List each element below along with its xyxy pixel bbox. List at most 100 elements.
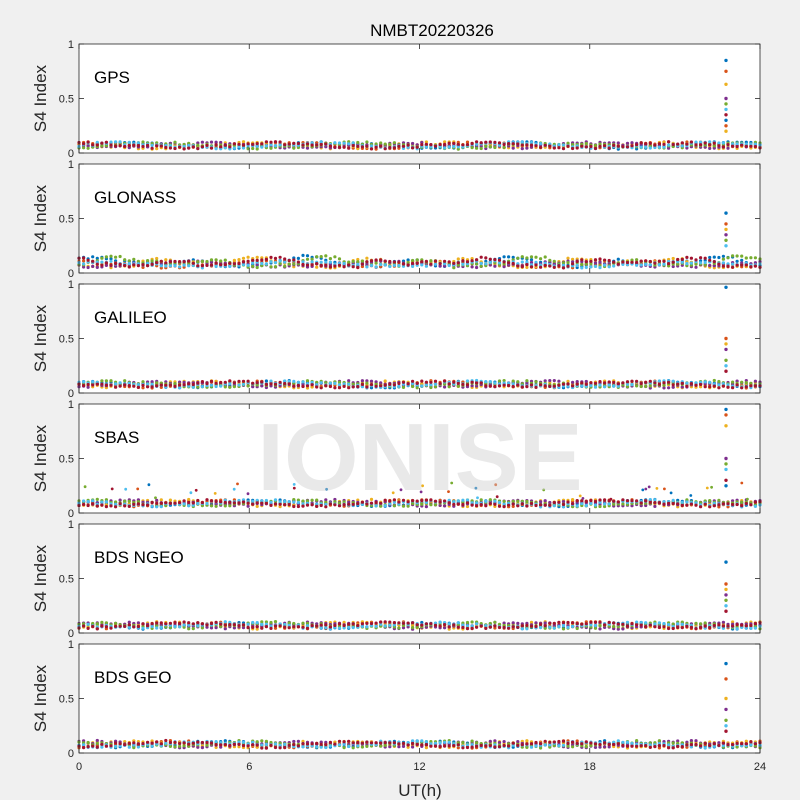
data-point (246, 501, 250, 505)
data-point (328, 381, 332, 385)
data-point (397, 381, 401, 386)
data-point (699, 143, 703, 147)
data-point (333, 145, 337, 149)
data-point (753, 504, 758, 508)
data-point (342, 141, 346, 145)
data-point (502, 255, 506, 259)
data-point (671, 502, 675, 506)
data-point (365, 256, 369, 260)
data-point (214, 384, 218, 389)
data-point (228, 381, 232, 386)
data-point (292, 146, 296, 150)
data-point (534, 263, 538, 267)
data-point (278, 255, 282, 259)
data-point (566, 382, 570, 386)
data-point (598, 144, 602, 148)
data-point (731, 499, 735, 503)
data-point (251, 502, 255, 506)
data-point (657, 263, 662, 267)
spike-point (724, 238, 728, 242)
data-point (324, 263, 328, 267)
data-point (315, 380, 319, 384)
data-point (502, 383, 506, 387)
data-point (598, 498, 602, 502)
data-point (200, 266, 204, 270)
data-point (150, 380, 154, 384)
data-point (721, 384, 726, 388)
data-point (424, 259, 428, 263)
data-point (273, 140, 278, 144)
data-point (543, 499, 547, 503)
data-point (146, 385, 150, 389)
data-point (260, 380, 264, 384)
data-point (246, 504, 250, 508)
data-point (118, 384, 122, 388)
data-point (86, 258, 90, 262)
data-point (173, 384, 177, 388)
data-point (699, 261, 703, 265)
data-point (598, 504, 602, 509)
data-point (86, 146, 90, 150)
data-point (612, 143, 616, 147)
data-point (150, 385, 154, 389)
data-point (740, 380, 744, 384)
data-point (255, 144, 259, 148)
data-point (488, 257, 492, 261)
data-point (205, 263, 209, 267)
data-point (337, 263, 342, 267)
data-point (241, 262, 246, 267)
y-tick-label: 0 (68, 388, 74, 400)
data-point (228, 264, 232, 269)
data-point (104, 144, 108, 148)
data-point (319, 260, 323, 264)
data-point (251, 261, 255, 265)
data-point (644, 262, 648, 266)
data-point (214, 626, 218, 630)
data-point (388, 259, 392, 264)
data-point (187, 146, 191, 150)
data-point (241, 382, 246, 386)
data-point (465, 379, 470, 383)
data-point (178, 260, 182, 264)
data-point (347, 500, 351, 504)
data-point (685, 146, 689, 150)
data-point (310, 263, 314, 267)
data-point (525, 256, 529, 260)
data-point (699, 385, 703, 389)
data-point (360, 259, 364, 263)
data-point (123, 263, 127, 268)
data-point (209, 383, 214, 387)
data-point (621, 262, 625, 266)
data-point (479, 255, 483, 259)
outlier-point (655, 487, 659, 490)
plot-area (79, 44, 760, 153)
data-point (104, 263, 108, 267)
data-point (744, 263, 748, 267)
data-point (301, 143, 305, 147)
data-point (593, 385, 598, 389)
data-point (548, 500, 552, 505)
data-point (187, 143, 191, 148)
data-point (301, 253, 305, 257)
outlier-point (663, 487, 666, 491)
spike-point (724, 124, 728, 128)
data-point (717, 503, 721, 507)
data-point (708, 499, 712, 503)
data-point (214, 258, 218, 262)
data-point (347, 382, 351, 386)
data-point (516, 256, 520, 260)
data-point (155, 256, 159, 261)
data-point (685, 503, 689, 507)
data-point (475, 381, 479, 385)
data-point (712, 144, 716, 148)
spike-point (724, 96, 728, 101)
data-point (731, 265, 735, 269)
outlier-point (710, 485, 713, 489)
spike-point (724, 342, 728, 346)
data-point (401, 264, 406, 268)
data-point (246, 142, 250, 146)
data-point (616, 144, 620, 148)
data-point (484, 144, 488, 148)
data-point (561, 500, 566, 504)
